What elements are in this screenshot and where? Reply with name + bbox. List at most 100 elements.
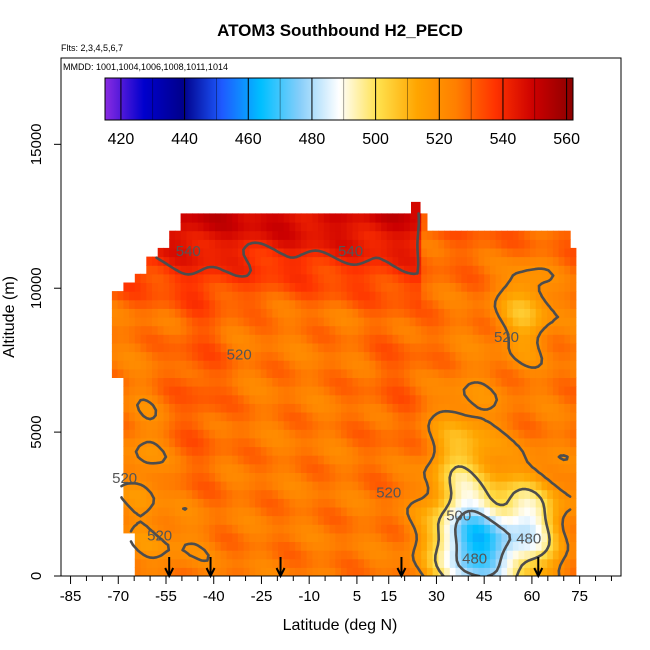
- heatmap-cell: [169, 524, 176, 534]
- heatmap-cell: [249, 455, 256, 465]
- heatmap-cell: [524, 532, 531, 542]
- heatmap-cell: [501, 472, 508, 482]
- heatmap-cell: [237, 222, 245, 232]
- heatmap-cell: [552, 550, 560, 560]
- heatmap-cell: [323, 291, 331, 301]
- heatmap-cell: [570, 308, 577, 318]
- heatmap-cell: [552, 325, 560, 335]
- heatmap-cell: [346, 506, 353, 517]
- heatmap-cell: [449, 282, 457, 292]
- heatmap-cell: [558, 532, 565, 542]
- heatmap-cell: [461, 455, 468, 465]
- heatmap-cell: [552, 498, 560, 508]
- heatmap-cell: [197, 481, 205, 491]
- heatmap-cell: [289, 351, 296, 361]
- colorbar-tick-label: 500: [362, 131, 389, 148]
- heatmap-cell: [278, 429, 285, 439]
- heatmap-cell: [507, 239, 514, 249]
- heatmap-cell: [369, 463, 376, 473]
- heatmap-cell: [547, 386, 554, 396]
- heatmap-cell: [524, 567, 531, 576]
- heatmap-cell: [449, 334, 457, 344]
- heatmap-cell: [489, 541, 497, 551]
- heatmap-cell: [392, 351, 399, 361]
- heatmap-cell: [329, 481, 336, 491]
- heatmap-cell: [209, 394, 216, 404]
- heatmap-cell: [243, 429, 250, 439]
- heatmap-cell: [209, 256, 216, 266]
- heatmap-cell: [146, 463, 153, 473]
- heatmap-cell: [266, 317, 273, 327]
- heatmap-cell: [512, 282, 520, 292]
- heatmap-cell: [278, 291, 285, 301]
- heatmap-cell: [215, 472, 222, 482]
- heatmap-cell: [346, 446, 353, 456]
- heatmap-cell: [363, 394, 371, 404]
- heatmap-cell: [186, 506, 193, 517]
- heatmap-cell: [415, 317, 422, 327]
- heatmap-cell: [146, 455, 153, 465]
- heatmap-cell: [426, 446, 434, 456]
- heatmap-cell: [507, 265, 514, 275]
- heatmap-cell: [398, 273, 405, 283]
- heatmap-cell: [272, 446, 279, 456]
- heatmap-cell: [220, 437, 227, 448]
- heatmap-cell: [467, 265, 474, 275]
- heatmap-cell: [375, 282, 382, 292]
- heatmap-cell: [237, 334, 245, 344]
- heatmap-cell: [341, 489, 348, 499]
- heatmap-cell: [306, 342, 313, 353]
- heatmap-cell: [392, 386, 399, 396]
- heatmap-cell: [295, 325, 302, 335]
- heatmap-cell: [363, 498, 371, 508]
- heatmap-cell: [215, 532, 222, 542]
- heatmap-cell: [295, 463, 302, 473]
- heatmap-cell: [215, 291, 222, 301]
- colorbar: 420 440 460 480 500 520 540 560: [104, 77, 580, 148]
- heatmap-cell: [404, 342, 411, 353]
- heatmap-cell: [197, 291, 205, 301]
- heatmap-cell: [289, 239, 296, 249]
- heatmap-cell: [352, 446, 359, 456]
- heatmap-cell: [335, 360, 342, 370]
- heatmap-cell: [386, 222, 394, 232]
- heatmap-cell: [432, 524, 439, 534]
- heatmap-cell: [484, 429, 491, 439]
- heatmap-cell: [461, 532, 468, 542]
- heatmap-cell: [547, 247, 554, 258]
- heatmap-cell: [209, 265, 216, 275]
- heatmap-cell: [524, 273, 531, 283]
- heatmap-cell: [152, 446, 159, 456]
- heatmap-cell: [278, 481, 285, 491]
- heatmap-cell: [421, 360, 428, 370]
- heatmap-cell: [438, 481, 445, 491]
- heatmap-cell: [192, 541, 199, 551]
- heatmap-cell: [329, 515, 336, 525]
- heatmap-cell: [467, 334, 474, 344]
- heatmap-cell: [524, 489, 531, 499]
- heatmap-cell: [449, 420, 457, 430]
- heatmap-cell: [358, 377, 365, 387]
- heatmap-cell: [547, 524, 554, 534]
- heatmap-cell: [518, 420, 525, 430]
- heatmap-cell: [398, 532, 405, 542]
- heatmap-cell: [558, 308, 565, 318]
- heatmap-cell: [535, 524, 542, 534]
- heatmap-cell: [260, 420, 268, 430]
- heatmap-cell: [484, 506, 491, 517]
- heatmap-cell: [215, 273, 222, 283]
- heatmap-cell: [352, 429, 359, 439]
- heatmap-cell: [335, 489, 342, 499]
- heatmap-cell: [249, 515, 256, 525]
- heatmap-cell: [415, 412, 422, 422]
- heatmap-cell: [489, 515, 497, 525]
- heatmap-cell: [289, 213, 296, 223]
- heatmap-cell: [404, 317, 411, 327]
- heatmap-cell: [358, 394, 365, 404]
- heatmap-cell: [169, 463, 176, 473]
- heatmap-cell: [507, 403, 514, 413]
- heatmap-cell: [157, 282, 164, 292]
- heatmap-cell: [369, 550, 376, 560]
- heatmap-cell: [438, 498, 445, 508]
- heatmap-cell: [426, 299, 434, 309]
